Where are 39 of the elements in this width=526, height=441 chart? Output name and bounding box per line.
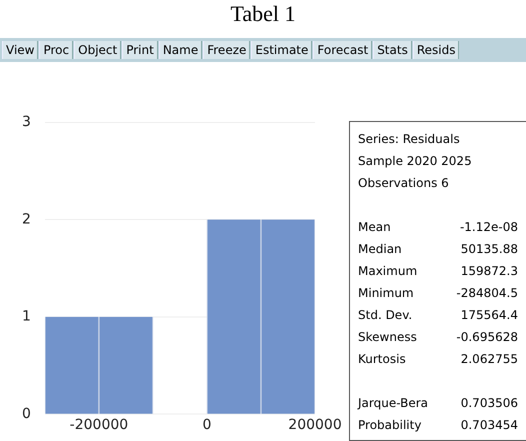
text: Print xyxy=(122,41,158,59)
text: Jarque-Bera xyxy=(358,395,428,412)
x-tick-label: -200000 xyxy=(70,417,128,434)
text: 0.703454 xyxy=(460,417,518,434)
text: 2.062755 xyxy=(460,351,518,368)
text: Sample 2020 2025 xyxy=(358,153,473,170)
text: Freeze xyxy=(203,41,250,59)
text: Object xyxy=(74,41,122,59)
text: Std. Dev. xyxy=(358,307,412,324)
x-tick-label: 0 xyxy=(202,417,212,434)
text: Name xyxy=(158,41,202,59)
y-tick-label: 1 xyxy=(22,308,31,325)
text: Mean xyxy=(358,219,391,236)
x-tick-label: 200000 xyxy=(288,417,342,434)
text: -0.695628 xyxy=(456,329,518,346)
y-tick-label: 2 xyxy=(22,211,31,228)
text: Minimum xyxy=(358,285,414,302)
text: 159872.3 xyxy=(460,263,518,280)
text: -284804.5 xyxy=(456,285,518,302)
text: Observations 6 xyxy=(358,175,450,192)
text: -1.12e-08 xyxy=(460,219,518,236)
text: Estimate xyxy=(251,41,312,59)
text: Skewness xyxy=(358,329,417,346)
text: Forecast xyxy=(313,41,372,59)
text: 175564.4 xyxy=(460,307,518,324)
text: Stats xyxy=(373,41,412,59)
text: Probability xyxy=(358,417,422,434)
text: Series: Residuals xyxy=(358,131,461,148)
text: Maximum xyxy=(358,263,418,280)
y-tick-label: 0 xyxy=(22,406,31,422)
text: 0.703506 xyxy=(460,395,518,412)
text: Kurtosis xyxy=(358,351,406,368)
y-tick-label: 3 xyxy=(22,114,31,130)
text: 50135.88 xyxy=(460,241,518,258)
chart-title: Tabel 1 xyxy=(229,0,297,28)
text: View xyxy=(2,41,38,59)
text: Median xyxy=(358,241,402,258)
text: Resids xyxy=(412,41,460,59)
text: Proc xyxy=(39,41,74,59)
